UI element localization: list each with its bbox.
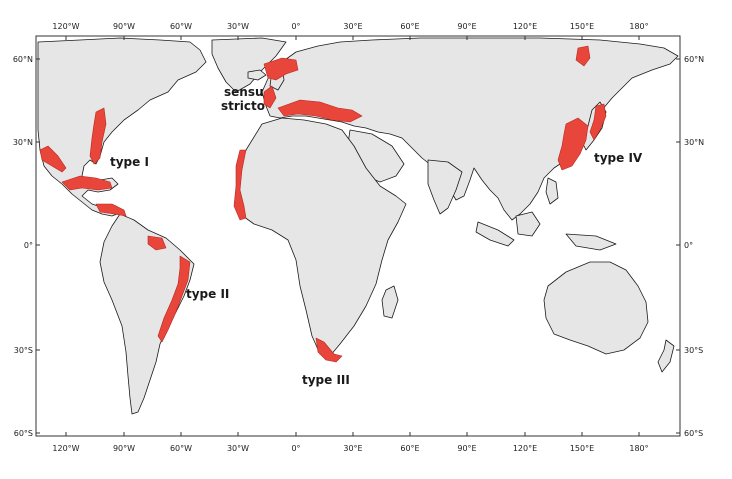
label-type-1: type I	[110, 155, 149, 169]
bottom-longitude-labels: 120°W 90°W 60°W 30°W 0° 30°E 60°E 90°E 1…	[52, 444, 648, 453]
landmass-iceland	[247, 69, 267, 81]
left-lat-tick: 30°N	[13, 138, 33, 147]
landmasses	[37, 37, 679, 415]
landmass-borneo	[515, 211, 541, 237]
bottom-lon-tick: 90°W	[113, 444, 135, 453]
top-lon-tick: 120°E	[513, 22, 537, 31]
bottom-lon-tick: 120°W	[52, 444, 79, 453]
tick-marks	[36, 36, 680, 436]
bottom-lon-tick: 60°E	[400, 444, 419, 453]
landmass-indonesia-west	[475, 221, 515, 247]
range-sensu-stricto-north-sea	[263, 57, 299, 81]
bottom-lon-tick: 150°E	[570, 444, 594, 453]
range-type-1-pacific	[39, 145, 67, 173]
range-type-1-gulf	[61, 175, 113, 191]
top-lon-tick: 90°E	[457, 22, 476, 31]
bottom-lon-tick: 60°W	[170, 444, 192, 453]
distribution-ranges	[39, 45, 607, 363]
bottom-lon-tick: 0°	[291, 444, 300, 453]
landmass-madagascar	[381, 285, 399, 319]
right-lat-tick: 30°S	[684, 346, 703, 355]
bottom-lon-tick: 30°E	[343, 444, 362, 453]
label-sensu-stricto-line2: stricto	[221, 99, 265, 113]
label-sensu-stricto-line1: sensu	[224, 85, 264, 99]
region-labels: sensu stricto type I type II type III ty…	[110, 85, 643, 387]
landmass-greenland	[211, 37, 287, 93]
landmass-new-zealand	[657, 339, 675, 373]
landmass-africa	[235, 117, 407, 357]
bottom-lon-tick: 90°E	[457, 444, 476, 453]
top-longitude-labels: 120°W 90°W 60°W 30°W 0° 30°E 60°E 90°E 1…	[52, 22, 648, 31]
right-lat-tick: 60°N	[684, 55, 704, 64]
left-lat-tick: 0°	[24, 241, 33, 250]
landmass-australia	[543, 261, 649, 355]
landmass-eurasia	[261, 37, 679, 221]
top-lon-tick: 90°W	[113, 22, 135, 31]
top-lon-tick: 120°W	[52, 22, 79, 31]
right-lat-tick: 0°	[684, 241, 693, 250]
top-lon-tick: 60°W	[170, 22, 192, 31]
range-west-africa	[233, 149, 247, 221]
range-type-2-north	[147, 235, 167, 251]
label-type-2: type II	[186, 287, 229, 301]
range-sensu-stricto-atlantic	[263, 85, 277, 109]
range-type-1-caribbean	[95, 203, 127, 217]
right-lat-tick: 60°S	[684, 429, 703, 438]
top-lon-tick: 60°E	[400, 22, 419, 31]
landmass-new-guinea	[565, 233, 617, 251]
right-latitude-labels: 60°N 30°N 0° 30°S 60°S	[684, 55, 704, 438]
top-lon-tick: 30°E	[343, 22, 362, 31]
label-type-3: type III	[302, 373, 350, 387]
left-lat-tick: 60°N	[13, 55, 33, 64]
landmass-india	[427, 159, 463, 215]
range-type-2-east	[157, 255, 191, 343]
label-type-4: type IV	[594, 151, 643, 165]
range-sensu-stricto-mediterranean	[277, 99, 363, 123]
range-type-4-china-coast	[557, 117, 589, 171]
range-type-4-kamchatka	[575, 45, 591, 67]
bottom-lon-tick: 30°W	[227, 444, 249, 453]
landmass-philippines	[545, 177, 559, 205]
range-type-3	[315, 337, 343, 363]
bottom-lon-tick: 180°	[629, 444, 648, 453]
range-type-1-east-coast	[89, 107, 107, 165]
bottom-lon-tick: 120°E	[513, 444, 537, 453]
top-lon-tick: 180°	[629, 22, 648, 31]
left-latitude-labels: 60°N 30°N 0° 30°S 60°S	[13, 55, 33, 438]
left-lat-tick: 60°S	[14, 429, 33, 438]
landmass-south-america	[99, 213, 195, 415]
right-lat-tick: 30°N	[684, 138, 704, 147]
top-lon-tick: 30°W	[227, 22, 249, 31]
landmass-north-america	[37, 37, 207, 217]
top-lon-tick: 150°E	[570, 22, 594, 31]
top-lon-tick: 0°	[291, 22, 300, 31]
left-lat-tick: 30°S	[14, 346, 33, 355]
range-type-4-japan	[589, 103, 607, 141]
